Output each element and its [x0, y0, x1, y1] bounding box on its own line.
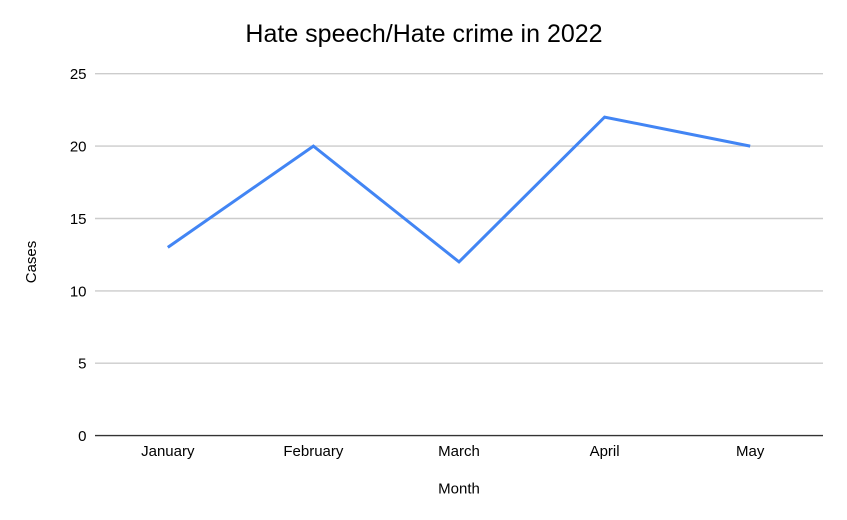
- svg-text:10: 10: [70, 283, 87, 300]
- svg-text:5: 5: [78, 356, 86, 373]
- svg-text:January: January: [141, 443, 195, 460]
- svg-text:20: 20: [70, 139, 87, 156]
- svg-text:March: March: [438, 443, 480, 460]
- svg-text:May: May: [736, 443, 765, 460]
- svg-text:25: 25: [70, 66, 87, 83]
- svg-text:Cases: Cases: [23, 241, 40, 284]
- svg-text:Hate speech/Hate crime in 2022: Hate speech/Hate crime in 2022: [245, 20, 602, 48]
- svg-text:15: 15: [70, 211, 87, 228]
- svg-text:Month: Month: [438, 481, 480, 498]
- svg-text:0: 0: [78, 428, 86, 445]
- svg-text:April: April: [590, 443, 620, 460]
- svg-text:February: February: [283, 443, 344, 460]
